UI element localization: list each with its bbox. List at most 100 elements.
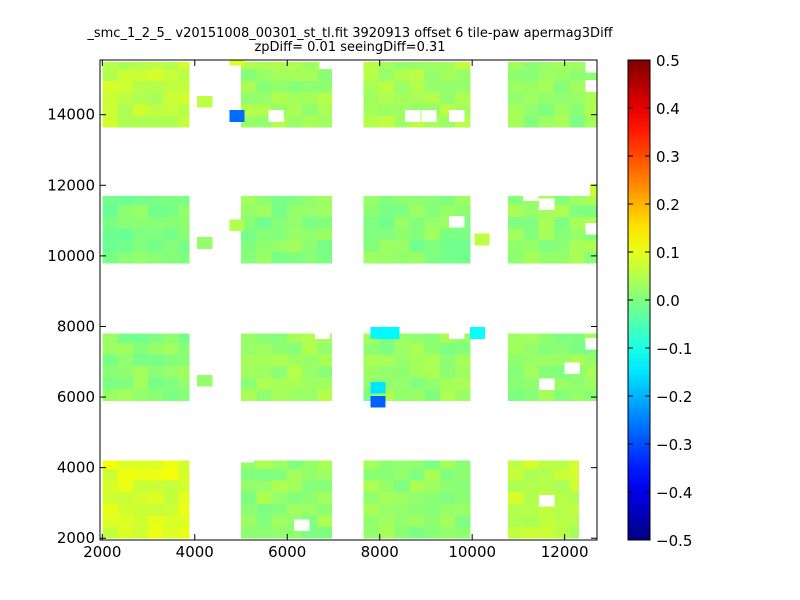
heatmap-cell [317,468,333,481]
heatmap-cell [178,204,190,217]
heatmap-cell [508,342,524,355]
heatmap-cell [163,216,180,229]
heatmap-cell [508,61,524,70]
heatmap-cell [102,460,119,469]
heatmap-cell [132,503,149,516]
heatmap-cell [424,92,441,105]
heatmap-cell [508,480,524,493]
heatmap-cell [302,480,318,493]
heatmap-cell [538,526,555,539]
heatmap-cell [538,80,555,93]
missing-cell [585,80,597,92]
heatmap-cell [132,333,149,343]
heatmap-cell [523,251,540,264]
heatmap-cell [117,377,134,390]
heatmap-cell [424,503,441,516]
missing-cell [585,507,597,519]
heatmap-cell [424,342,441,355]
heatmap-cell [163,115,180,128]
heatmap-cell [302,503,318,516]
heatmap-cell [317,92,333,105]
heatmap-cell [102,204,119,217]
heatmap-cell [394,460,410,469]
heatmap-cell [178,460,190,469]
heatmap-cell [394,388,410,402]
heatmap-cell-highlight [197,96,213,108]
heatmap-cell [302,216,318,229]
heatmap-cell [286,228,303,241]
heatmap-cell [102,480,119,493]
heatmap-cell [163,251,180,264]
heatmap-cell [302,80,318,93]
heatmap-cell [523,68,540,81]
heatmap-cell [178,480,190,493]
heatmap-cell [508,526,524,539]
heatmap-cell [439,204,456,217]
heatmap-cell [378,216,395,229]
heatmap-cell [132,239,149,252]
heatmap-cell [424,216,441,229]
heatmap-cell [554,103,570,116]
heatmap-cell [163,503,180,516]
heatmap-cell [256,216,273,229]
missing-cell [474,374,490,387]
heatmap-cell [394,377,410,390]
heatmap-cell [132,342,149,355]
heatmap-cell [455,460,471,469]
heatmap-cell [394,204,410,217]
heatmap-cell [317,239,333,252]
heatmap-cell [455,239,471,252]
heatmap-cell [508,514,524,528]
heatmap-cell [378,526,395,539]
heatmap-cell [523,460,540,469]
heatmap-cell [117,115,134,128]
heatmap-cell [439,354,456,367]
heatmap-cell [132,115,149,128]
heatmap-cell [554,195,570,206]
heatmap-cell [241,61,257,70]
heatmap-cell [554,92,570,105]
heatmap-cell [163,460,180,469]
heatmap-cell [241,365,257,378]
heatmap-cell [302,103,318,116]
heatmap-cell [286,92,303,105]
heatmap-cell [363,204,380,217]
heatmap-cell [584,195,597,206]
heatmap-cell [409,333,426,343]
colorbar-tick-label: 0.3 [656,148,680,166]
heatmap-cell [286,216,303,229]
heatmap-cell [102,491,119,504]
heatmap-cell [584,354,597,367]
heatmap-cell [148,251,164,264]
x-tick-label: 6000 [268,543,306,561]
heatmap-cell [286,195,303,206]
heatmap-cell [302,365,318,378]
heatmap-cell [455,468,471,481]
heatmap-cell [241,68,257,81]
heatmap-cell [148,228,164,241]
heatmap-cell [554,61,570,70]
heatmap-cell [102,503,119,516]
y-tick-label: 4000 [57,459,95,477]
heatmap-cell [523,115,540,128]
heatmap-cell [538,354,555,367]
heatmap-cell [256,480,273,493]
heatmap-cell [584,388,597,402]
heatmap-cell [148,503,164,516]
heatmap-cell [554,204,570,217]
heatmap-cell [271,365,288,378]
heatmap-cell [409,491,426,504]
colorbar-tick-label: 0.0 [656,292,680,310]
heatmap-cell [508,460,524,469]
heatmap-cell [148,480,164,493]
heatmap-cell [584,251,597,264]
colorbar-tick-label: 0.4 [656,100,680,118]
heatmap-cell [117,514,134,528]
heatmap-cell [102,103,119,116]
heatmap-cell [455,491,471,504]
heatmap-cell [363,195,380,206]
heatmap-cell [286,503,303,516]
heatmap-cell [102,195,119,206]
heatmap-cell [132,468,149,481]
heatmap-cell [363,80,380,93]
